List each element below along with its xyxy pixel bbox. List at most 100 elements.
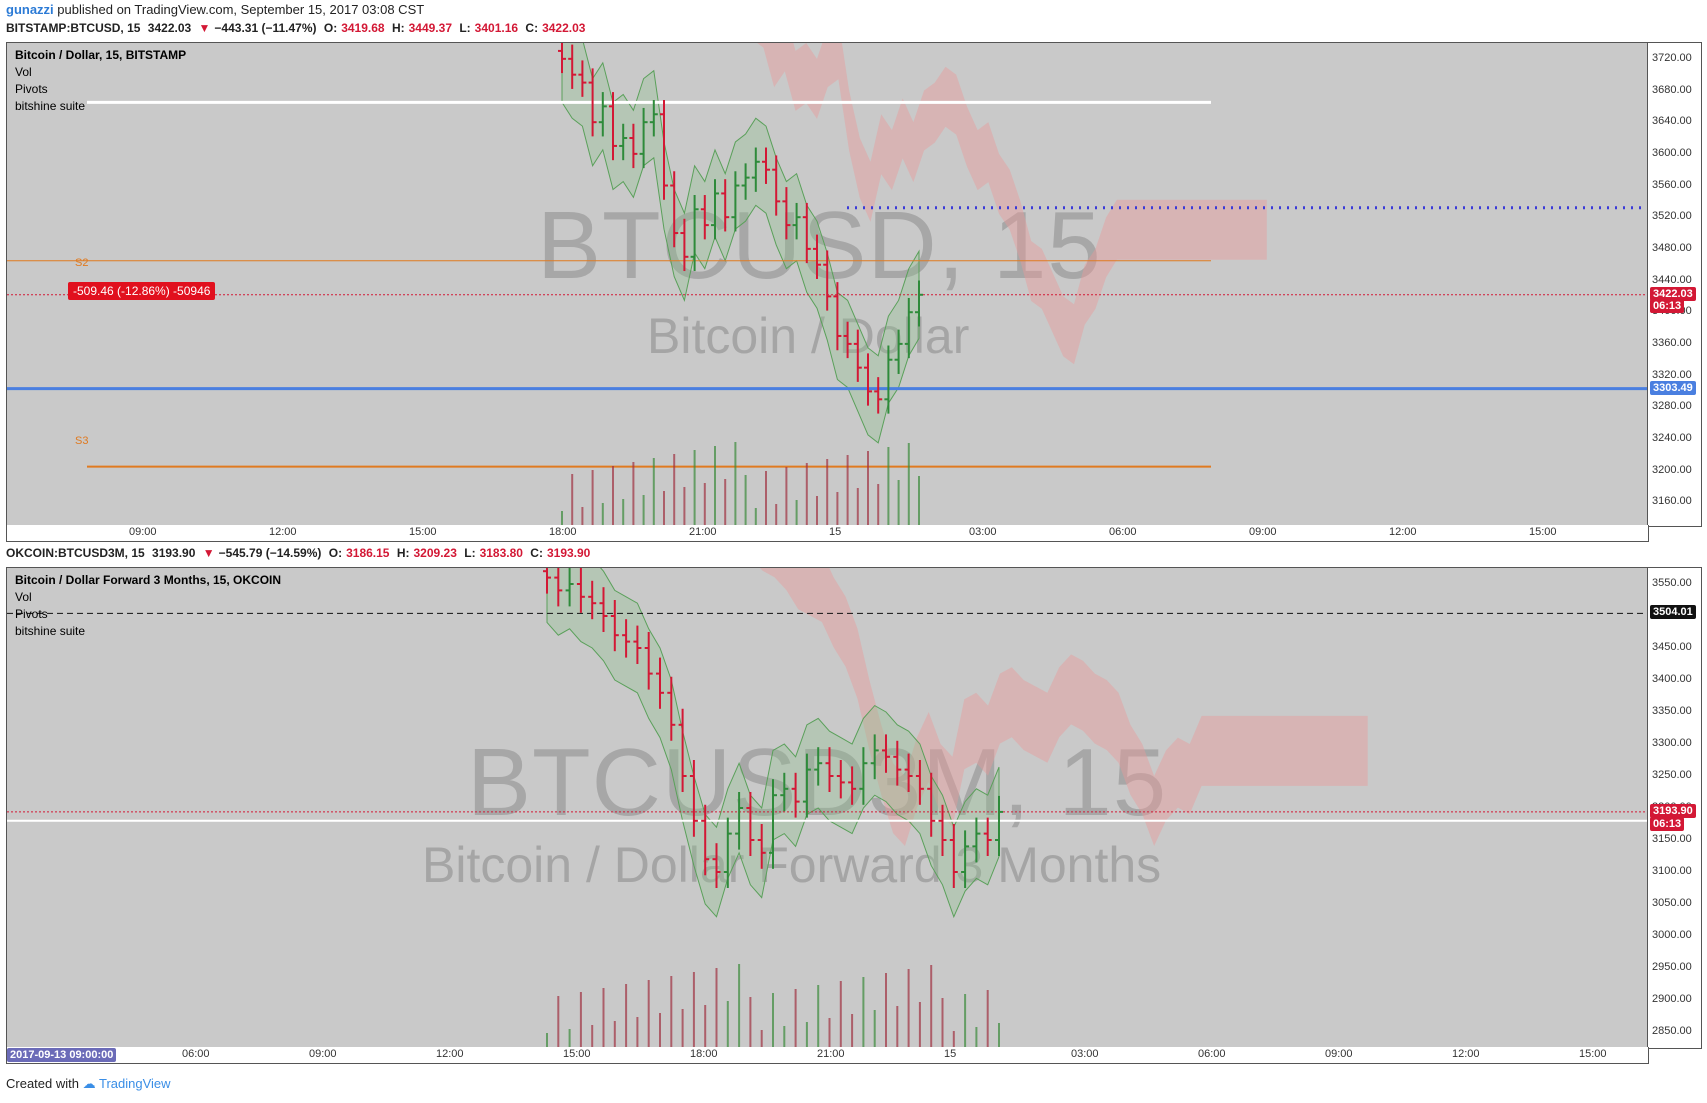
volume-bar xyxy=(785,467,788,526)
volume-bar xyxy=(557,996,560,1048)
volume-bar xyxy=(941,998,944,1048)
volume-bar xyxy=(918,476,920,526)
volume-bar xyxy=(612,466,614,526)
x-tick-label: 15 xyxy=(829,526,842,538)
close-value: 3422.03 xyxy=(542,21,586,35)
volume-bar xyxy=(652,458,655,526)
bollinger-band xyxy=(561,43,920,444)
bottom-watermark: BTCUSD3M, 15 xyxy=(467,729,1168,836)
indicator-bitshine[interactable]: bitshine suite xyxy=(15,99,86,113)
top-price-axis[interactable]: 3720.00 3680.00 3640.00 3600.00 3560.00 3520.… xyxy=(1647,42,1702,527)
y-tick-label: 3680.00 xyxy=(1652,83,1692,96)
change-value: −443.31 (−11.47%) xyxy=(214,21,317,35)
bottom-chart-svg xyxy=(7,568,1648,1048)
top-chart-panel[interactable]: BTCUSD, 15 Bitcoin / Dollar Bitcoin / Do… xyxy=(6,42,1649,527)
volume-bar xyxy=(897,480,900,526)
y-tick-label: 3450.00 xyxy=(1652,641,1692,653)
volume-bar xyxy=(867,451,869,526)
chart-title: Bitcoin / Dollar Forward 3 Months, 15, O… xyxy=(15,573,282,587)
x-tick-label: 09:00 xyxy=(1325,1048,1353,1060)
created-with-text: Created with xyxy=(6,1076,79,1091)
volume-bar xyxy=(673,454,676,526)
symbol-label[interactable]: OKCOIN:BTCUSD3M, 15 xyxy=(6,546,145,560)
volume-bar xyxy=(636,1017,639,1048)
symbol-label[interactable]: BITSTAMP:BTCUSD, 15 xyxy=(6,21,141,35)
x-tick-label: 15:00 xyxy=(1579,1048,1607,1060)
volume-bar xyxy=(998,1023,1000,1048)
volume-bar xyxy=(714,446,716,526)
volume-bar xyxy=(783,1026,786,1048)
indicator-pivots[interactable]: Pivots xyxy=(15,82,48,96)
y-tick-label: 3240.00 xyxy=(1652,431,1692,444)
volume-bar xyxy=(561,511,563,526)
high-value: 3209.23 xyxy=(413,546,457,560)
volume-bar xyxy=(581,507,584,526)
volume-bar xyxy=(642,495,645,526)
volume-bar xyxy=(724,479,727,526)
close-label: C: xyxy=(525,21,539,35)
bottom-price-axis[interactable]: 3550.003500.003450.003400.003350.003300.… xyxy=(1647,567,1702,1049)
published-text: published on TradingView.com, September … xyxy=(57,2,425,17)
bottom-chart-panel[interactable]: BTCUSD3M, 15 Bitcoin / Dollar Forward 3 … xyxy=(6,567,1649,1049)
low-value: 3183.80 xyxy=(479,546,523,560)
blue-line-tag: 3303.49 xyxy=(1650,380,1696,395)
x-tick-label: 03:00 xyxy=(1071,1048,1099,1060)
open-value: 3419.68 xyxy=(341,21,385,35)
top-time-axis[interactable]: 09:00 12:00 15:00 18:00 21:00 15 03:00 06:00 09:… xyxy=(6,525,1649,542)
indicator-vol[interactable]: Vol xyxy=(15,65,32,79)
y-tick-label: 3440.00 xyxy=(1652,273,1692,286)
volume-bar xyxy=(952,1031,955,1048)
volume-bar xyxy=(795,500,798,526)
change-value: −545.79 (−14.59%) xyxy=(218,546,322,560)
volume-bar xyxy=(749,997,752,1048)
volume-bar xyxy=(622,499,625,526)
x-tick-label: 09:00 xyxy=(129,526,157,538)
indicator-pivots[interactable]: Pivots xyxy=(15,607,48,621)
x-tick-label: 21:00 xyxy=(689,526,717,538)
measure-label[interactable]: -509.46 (-12.86%) -50946 xyxy=(68,282,216,300)
close-value: 3193.90 xyxy=(546,546,591,560)
author-link[interactable]: gunazzi xyxy=(6,2,54,17)
volume-bar xyxy=(805,1022,808,1048)
top-watermark: BTCUSD, 15 xyxy=(537,192,1102,299)
countdown-tag: 06:13 xyxy=(1650,816,1685,831)
volume-bar xyxy=(846,455,849,526)
bottom-time-axis[interactable]: 2017-09-13 09:00:00 06:00 09:00 12:00 15:00… xyxy=(6,1047,1649,1064)
pivot-s2-label: S2 xyxy=(75,257,89,269)
indicator-bitshine[interactable]: bitshine suite xyxy=(15,624,86,638)
y-tick-label: 2850.00 xyxy=(1652,1025,1692,1037)
x-tick-label: 12:00 xyxy=(436,1048,464,1060)
y-tick-label: 3280.00 xyxy=(1652,400,1692,413)
down-triangle-icon: ▼ xyxy=(202,546,215,560)
y-tick-label: 3360.00 xyxy=(1652,336,1692,349)
close-label: C: xyxy=(530,546,543,560)
pivot-s3-label: S3 xyxy=(75,435,89,447)
ichimoku-cloud xyxy=(757,43,1267,365)
bollinger-band xyxy=(546,568,1000,919)
last-price-tag: 3193.90 xyxy=(1650,803,1696,818)
low-label: L: xyxy=(464,546,476,560)
volume-bar xyxy=(632,462,635,526)
tradingview-link[interactable]: TradingView xyxy=(99,1076,171,1091)
indicator-vol[interactable]: Vol xyxy=(15,590,32,604)
top-indicator-list: Bitcoin / Dollar, 15, BITSTAMP Vol Pivot… xyxy=(15,47,186,115)
volume-bar xyxy=(828,1018,831,1048)
y-tick-label: 3600.00 xyxy=(1652,146,1692,159)
y-tick-label: 3400.00 xyxy=(1652,673,1692,685)
volume-bar xyxy=(659,1013,661,1048)
y-tick-label: 3350.00 xyxy=(1652,705,1692,717)
footer: Created with ☁ TradingView xyxy=(6,1076,171,1092)
y-tick-label: 2950.00 xyxy=(1652,961,1692,973)
volume-bar xyxy=(772,993,774,1048)
volume-bar xyxy=(851,1014,854,1048)
volume-bar xyxy=(765,471,767,526)
volume-bar xyxy=(856,488,859,526)
y-tick-label: 2900.00 xyxy=(1652,993,1692,1005)
x-tick-label: 09:00 xyxy=(1249,526,1277,538)
chart-title: Bitcoin / Dollar, 15, BITSTAMP xyxy=(15,48,187,62)
volume-bar xyxy=(546,1033,548,1048)
y-tick-label: 3480.00 xyxy=(1652,241,1692,254)
last-price: 3422.03 xyxy=(147,21,192,35)
high-label: H: xyxy=(396,546,410,560)
y-tick-label: 3640.00 xyxy=(1652,115,1692,128)
